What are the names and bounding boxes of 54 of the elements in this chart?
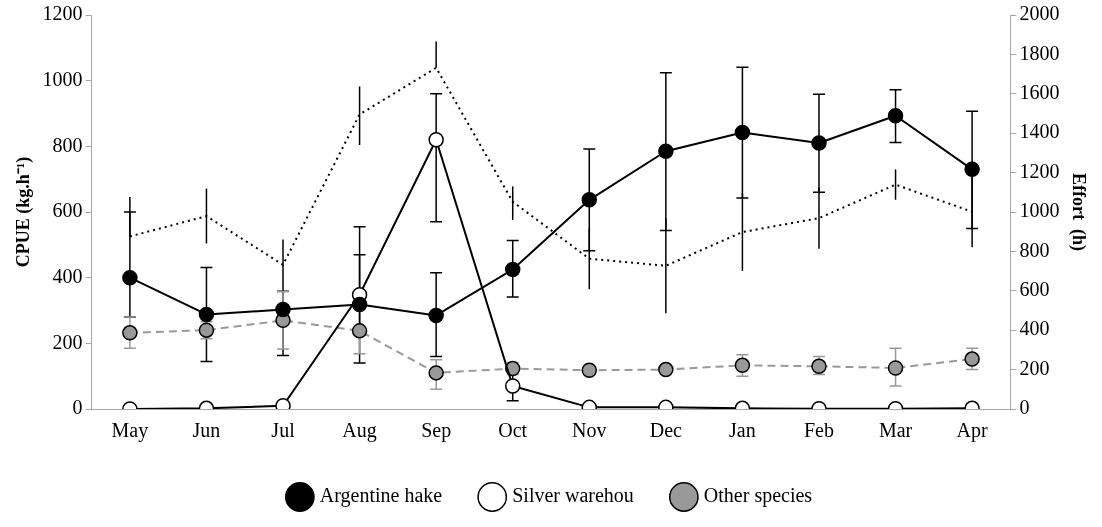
y2-tick-label: 800	[1019, 238, 1050, 261]
y-tick-label: 200	[52, 330, 83, 353]
x-tick-label: Jul	[271, 419, 296, 442]
x-tick-label: Jan	[729, 419, 756, 442]
y-tick-label: 800	[52, 133, 83, 156]
y2-tick-label: 0	[1019, 396, 1030, 419]
x-tick-label: Dec	[649, 419, 683, 442]
y2-tick-label: 1800	[1019, 41, 1060, 64]
y-tick-label: 0	[72, 396, 83, 419]
x-tick-label: Mar	[878, 419, 913, 442]
point	[811, 135, 827, 151]
y2-tick-label: 400	[1019, 317, 1050, 340]
y2-tick-label: 2000	[1019, 2, 1060, 25]
point	[428, 365, 444, 381]
y2-tick-label: 200	[1019, 356, 1050, 379]
y-tick-label: 400	[52, 264, 83, 287]
point	[275, 301, 291, 318]
x-tick-label: Jun	[192, 419, 221, 442]
y2-tick-label: 1000	[1019, 199, 1060, 222]
point	[504, 378, 521, 394]
y-axis-title: CPUE (kg.h⁻¹)	[13, 156, 35, 268]
point	[351, 296, 368, 313]
point	[122, 269, 138, 286]
legend-label: Silver warehou	[512, 484, 634, 507]
y-tick-label: 1200	[42, 2, 83, 25]
y-tick-label: 600	[52, 199, 83, 222]
y-tick-label: 1000	[42, 67, 83, 90]
point	[198, 306, 215, 323]
x-tick-label: Nov	[572, 419, 607, 442]
x-tick-label: Feb	[803, 419, 834, 442]
x-tick-label: Aug	[342, 419, 377, 443]
x-tick-label: Apr	[956, 419, 989, 443]
point	[964, 161, 980, 178]
point	[734, 124, 751, 141]
point	[964, 351, 980, 367]
legend-label: Other species	[703, 484, 813, 508]
point	[887, 108, 904, 124]
point	[428, 132, 444, 148]
x-tick-label: Sep	[421, 419, 452, 443]
point	[887, 360, 904, 376]
x-tick-label: Oct	[498, 419, 528, 442]
point	[581, 192, 598, 208]
point	[122, 325, 138, 341]
point	[428, 307, 444, 324]
point	[658, 143, 674, 160]
y2-tick-label: 1600	[1019, 81, 1060, 104]
y2-tick-label: 600	[1019, 278, 1050, 301]
point	[351, 323, 368, 339]
legend-label: Argentine hake	[319, 484, 443, 508]
point	[504, 261, 521, 278]
y2-tick-label: 1200	[1019, 159, 1060, 182]
y2-axis-title: Effort (h)	[1067, 173, 1089, 251]
x-tick-label: May	[111, 419, 149, 443]
y2-tick-label: 1400	[1019, 120, 1060, 143]
